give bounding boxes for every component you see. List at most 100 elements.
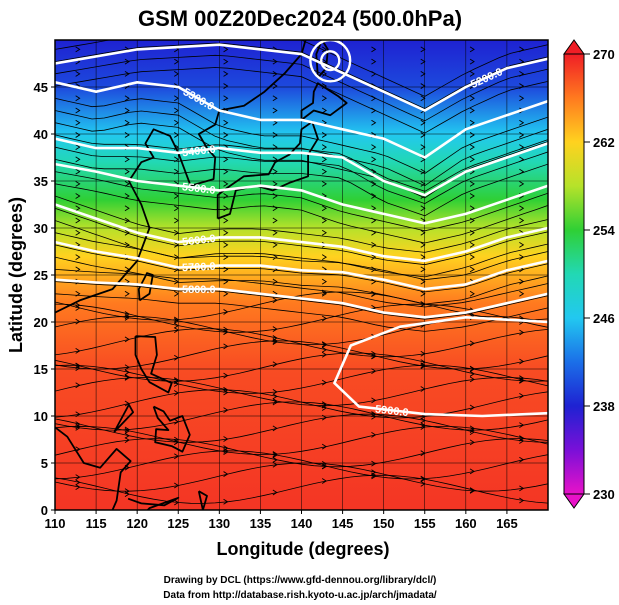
streamline-arrow [272,156,278,163]
streamline-arrow [124,432,130,439]
streamline-arrow [469,119,475,126]
colorbar-tick-label: 270 [593,47,615,62]
streamline-arrow [272,452,278,458]
footer-credit-dcl: Drawing by DCL (https://www.gfd-dennou.o… [164,575,437,586]
streamline-arrow [223,119,229,126]
streamline-arrow [469,376,475,383]
streamline-arrow [223,407,229,413]
streamline-arrow [469,266,475,273]
streamline-arrow [321,341,327,347]
streamline-arrow [469,95,475,102]
streamline-arrow [272,254,278,261]
streamline-arrow [272,180,278,187]
streamline-arrow [469,70,475,77]
streamline-arrow [519,290,525,297]
streamline-arrow [469,370,475,377]
colorbar-tick-label: 230 [593,487,615,502]
streamline-arrow [223,447,229,454]
streamline-arrow [272,193,278,199]
y-tick-label: 15 [34,362,48,377]
streamline-arrow [124,58,130,65]
streamline-arrow [75,144,81,151]
streamline-arrow [223,229,229,236]
streamline-arrow [75,302,81,309]
streamline-arrow [321,443,327,450]
x-tick-label: 145 [332,516,354,531]
streamline-arrow [124,437,130,443]
streamline-arrow [519,358,525,365]
x-tick-label: 125 [167,516,189,531]
streamline-arrow [223,449,229,455]
streamline-arrow [272,217,278,224]
streamline-arrow [272,339,278,345]
streamline-arrow [223,445,229,452]
streamline-arrow [124,374,130,380]
streamline-arrow [272,489,278,496]
streamline-arrow [223,266,229,273]
streamline-arrow [469,290,475,297]
height-contour-line [55,43,548,112]
height-contour-line [55,240,548,291]
streamline-arrow [519,254,525,261]
y-tick-label: 5 [41,456,48,471]
streamline-arrow [223,498,229,505]
x-tick-label: 160 [455,516,477,531]
streamline-arrow [272,278,278,285]
streamline-arrow [75,205,81,212]
height-contour-line [55,278,548,319]
streamline-arrow [469,156,475,163]
streamline-arrow [124,491,130,497]
streamline-arrow [469,58,475,65]
streamline-arrow [519,95,525,102]
streamline-arrow [519,375,525,382]
streamline-arrow [371,217,377,224]
streamline-arrow [371,229,377,236]
streamline-arrow [124,132,130,138]
streamline-arrow [519,70,525,77]
streamline-arrow [272,393,278,400]
streamline-arrow [321,95,327,102]
coastline [197,490,208,510]
streamline-arrow [75,132,81,138]
chart-title: GSM 00Z20Dec2024 (500.0hPa) [138,6,462,31]
streamline-arrow [519,180,525,187]
streamline-arrow [223,242,229,248]
streamline-arrow [519,46,525,53]
streamline-arrow [321,463,327,470]
streamline-arrow [469,193,475,199]
colorbar-top-cap [563,39,585,55]
streamline-arrow [124,95,130,102]
streamline-arrow [75,193,81,199]
streamline-arrow [75,474,81,481]
streamline-arrow [75,254,81,261]
streamline-arrow [124,107,130,114]
streamline-arrow [371,242,377,248]
streamline-arrow [223,343,229,350]
streamline-arrow [321,156,327,163]
streamline-arrow [519,393,525,399]
streamline-arrow [469,242,475,248]
streamline-arrow [75,365,81,372]
streamline-arrow [371,472,377,479]
streamline-arrow [223,70,229,77]
streamline-arrow [519,144,525,151]
streamline-arrow [223,389,229,396]
streamline-arrow [321,168,327,175]
streamline-arrow [371,266,377,273]
streamline-arrow [124,313,130,320]
streamline-arrow [321,461,327,467]
streamline-arrow [272,335,278,341]
height-contour-label: 5800.0 [182,284,216,296]
streamline-arrow [223,180,229,187]
streamline-arrow [321,180,327,187]
streamline-arrow [371,353,377,359]
streamline-arrow [75,362,81,369]
streamline-arrow [75,305,81,311]
streamline-arrow [124,290,130,297]
streamline-arrow [75,484,81,490]
y-tick-label: 20 [34,315,48,330]
streamline-arrow [272,83,278,89]
streamline-arrow [75,479,81,486]
streamline-arrow [371,46,377,53]
